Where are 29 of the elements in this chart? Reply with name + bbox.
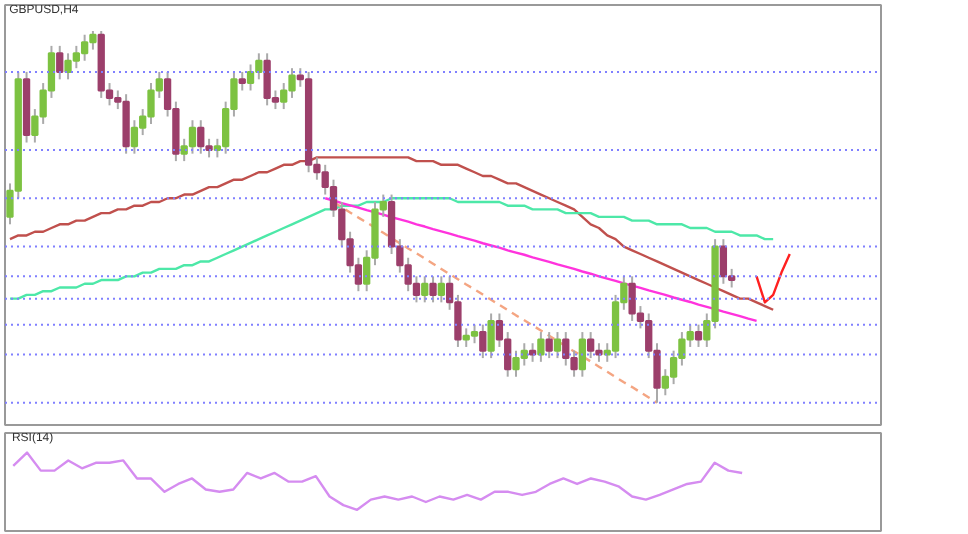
candlestick [553,331,562,360]
candlestick [437,275,445,304]
candlestick [188,119,197,155]
candlestick [562,331,570,367]
candlestick [280,82,288,111]
candlestick [462,327,470,348]
candlestick [130,119,139,155]
candlestick [512,349,520,378]
candlestick [545,331,553,360]
candlestick [479,323,487,360]
candlestick [429,275,437,304]
candlestick [80,33,89,62]
candlestick [628,275,636,322]
candlestick [470,323,479,345]
candlestick [56,44,64,81]
candlestick [487,312,495,360]
candlestick [537,331,545,363]
candlestick [587,331,595,360]
candlestick [197,119,205,155]
candlestick [578,331,587,378]
candlestick [719,238,728,285]
candlestick [64,52,72,81]
candlestick [263,52,271,107]
candlestick [421,275,429,304]
candlestick [122,93,130,155]
candlestick [246,63,255,92]
candlestick [238,70,246,92]
candlestick [694,323,703,348]
candlestick [72,44,80,70]
